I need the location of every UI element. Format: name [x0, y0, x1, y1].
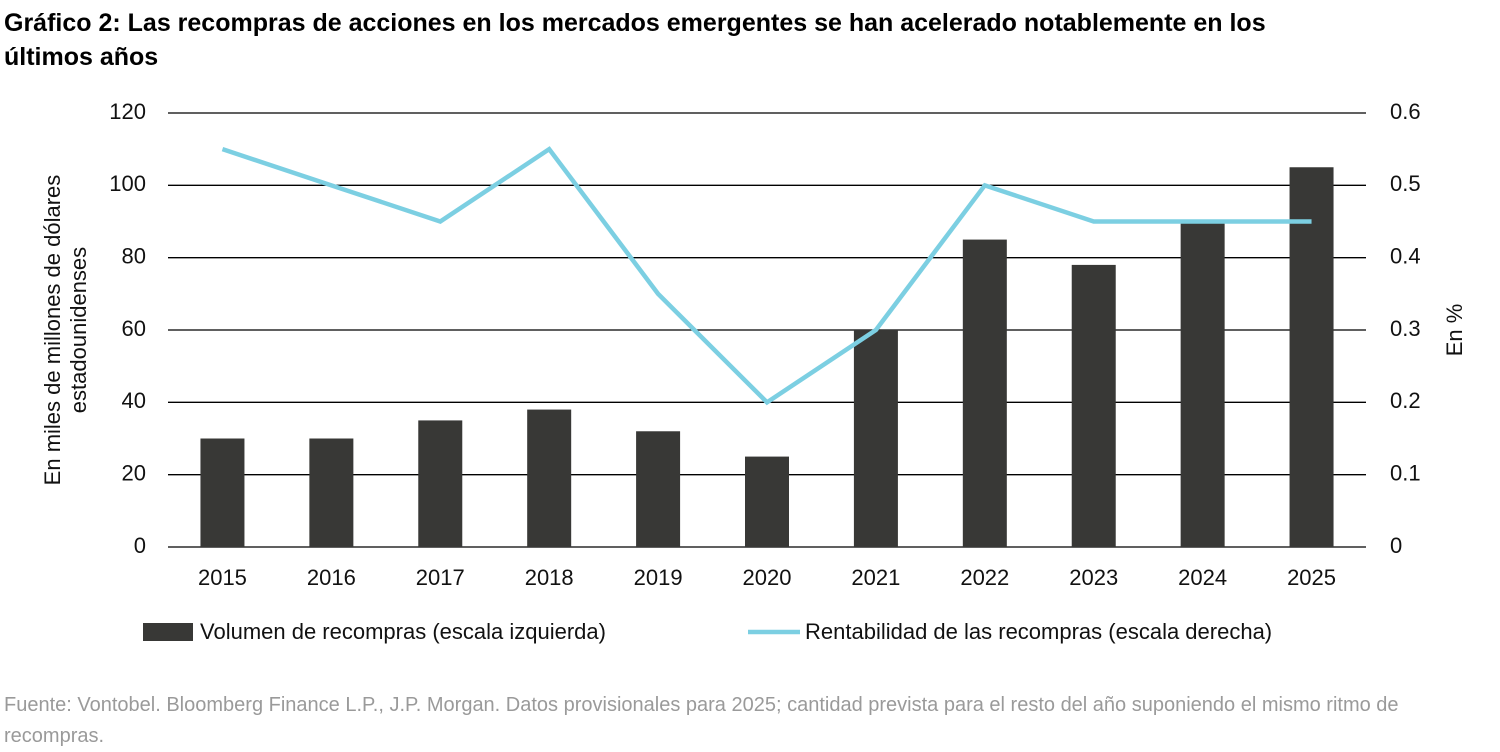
bar [418, 420, 463, 547]
x-tick-label: 2025 [1287, 565, 1336, 590]
bar [200, 438, 245, 547]
y2-axis-label: En % [1442, 303, 1467, 357]
y-tick-label: 120 [109, 99, 146, 124]
x-tick-label: 2015 [198, 565, 247, 590]
x-tick-label: 2022 [960, 565, 1009, 590]
source-note: Fuente: Vontobel. Bloomberg Finance L.P.… [4, 694, 1399, 747]
bar [309, 438, 354, 547]
line [221, 146, 1312, 406]
x-tick-label: 2017 [416, 565, 465, 590]
y2-tick-label: 0.1 [1390, 460, 1421, 485]
x-tick-label: 2020 [743, 565, 792, 590]
bar [527, 409, 572, 547]
y-tick-label: 60 [122, 316, 146, 341]
bar [745, 456, 789, 547]
y-tick-label: 20 [122, 460, 146, 485]
bar [962, 239, 1007, 548]
bar [1289, 167, 1334, 547]
y2-tick-label: 0.4 [1390, 243, 1421, 268]
y-axis-label: En miles de millones de dólares estadoun… [40, 174, 91, 486]
x-tick-label: 2018 [525, 565, 574, 590]
bar [853, 330, 898, 547]
y2-tick-label: 0.6 [1390, 99, 1421, 124]
x-tick-label: 2023 [1069, 565, 1118, 590]
bar [636, 431, 681, 547]
y-tick-label: 0 [134, 533, 146, 558]
y-tick-label: 100 [109, 171, 146, 196]
x-tick-label: 2019 [634, 565, 683, 590]
y2-tick-label: 0.3 [1390, 316, 1421, 341]
x-tick-label: 2021 [851, 565, 900, 590]
legend-label: Rentabilidad de las recompras (escala de… [805, 619, 1272, 644]
y-tick-label: 80 [122, 243, 146, 268]
y2-tick-label: 0.2 [1390, 388, 1421, 413]
x-tick-label: 2024 [1178, 565, 1227, 590]
bar [1071, 264, 1116, 547]
bar [1180, 221, 1225, 547]
legend-swatch [143, 623, 193, 641]
y2-tick-label: 0.5 [1390, 171, 1421, 196]
y-tick-label: 40 [122, 388, 146, 413]
chart-title: Gráfico 2: Las recompras de acciones en … [4, 9, 1266, 71]
legend-label: Volumen de recompras (escala izquierda) [200, 619, 606, 644]
y2-tick-label: 0 [1390, 533, 1402, 558]
x-tick-label: 2016 [307, 565, 356, 590]
